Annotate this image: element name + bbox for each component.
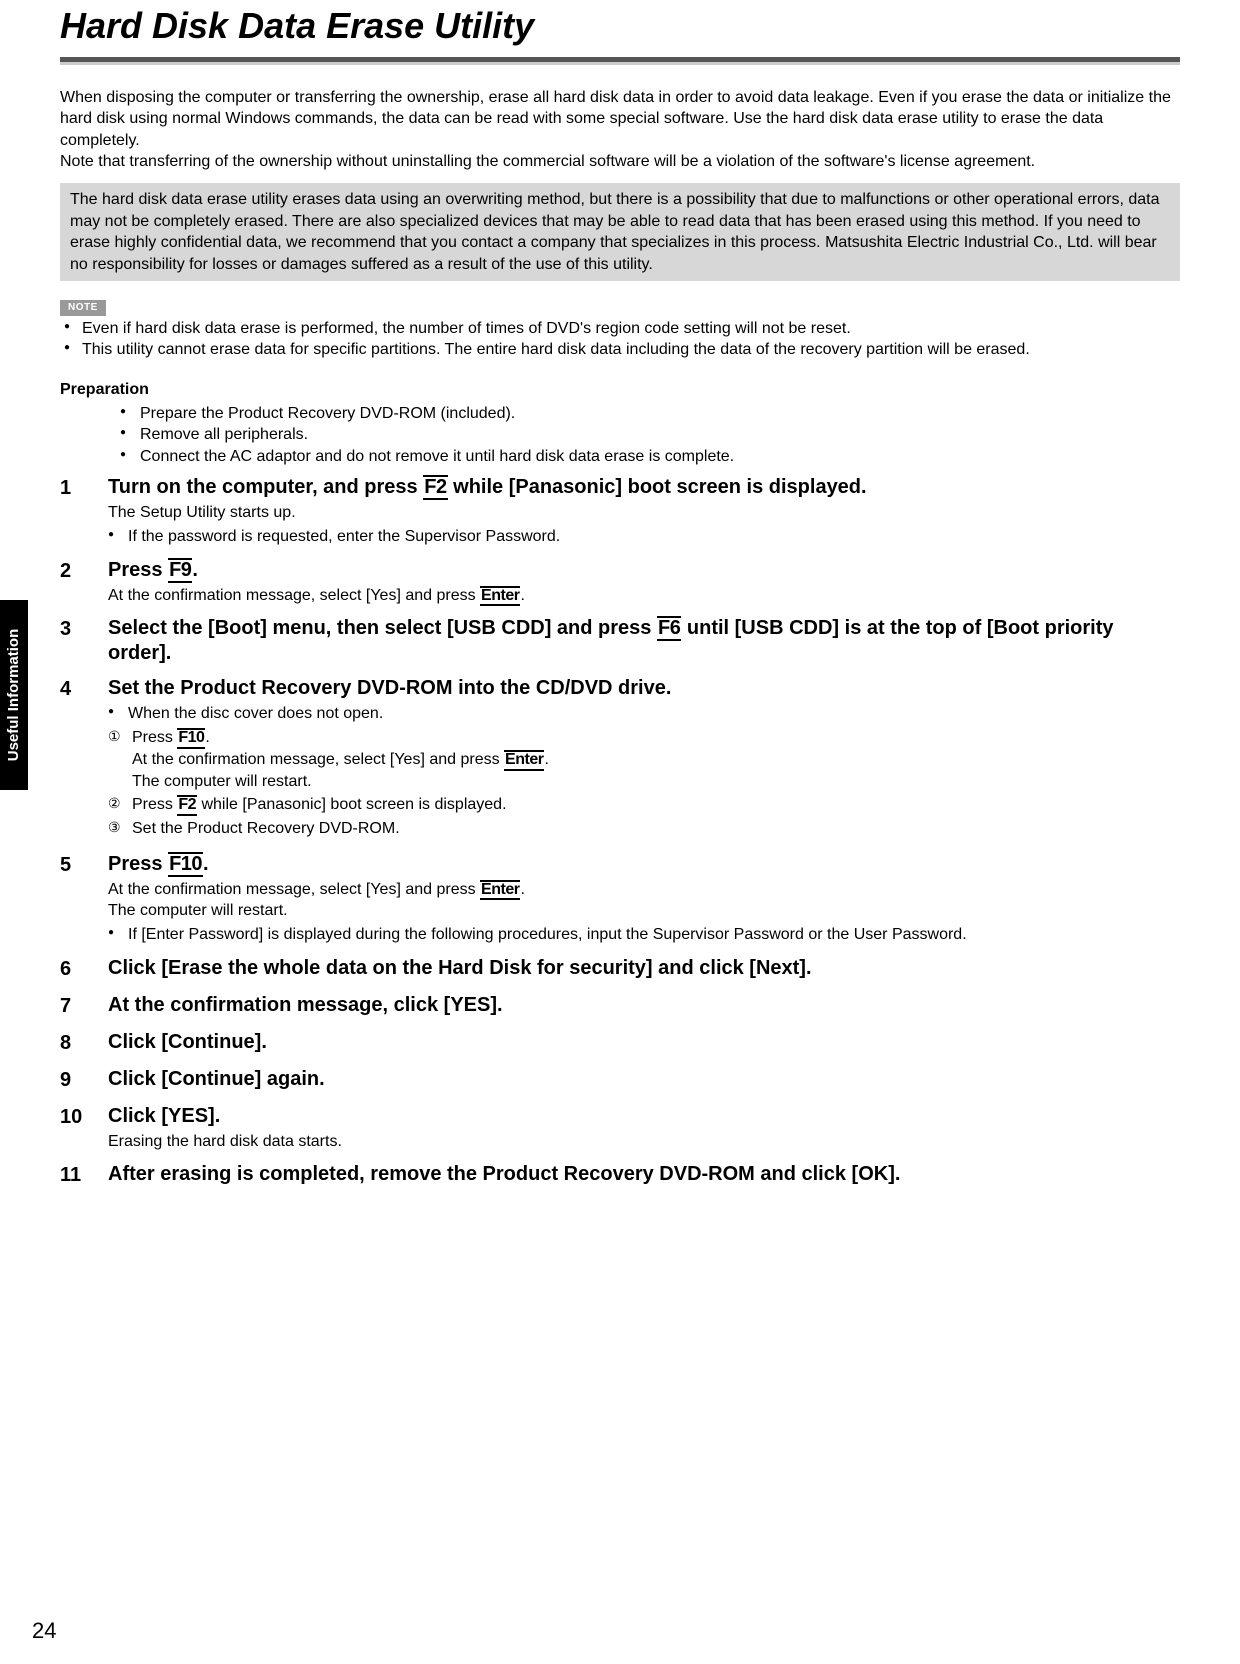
title-rule-light	[60, 62, 1180, 65]
step-subtext: Erasing the hard disk data starts.	[108, 1131, 1180, 1153]
intro-p2: Note that transferring of the ownership …	[60, 151, 1180, 173]
step-body: Press F10. At the confirmation message, …	[108, 852, 1180, 946]
key-enter: Enter	[480, 880, 520, 901]
step-bullet: When the disc cover does not open.	[108, 703, 1180, 725]
step-heading: Click [YES].	[108, 1104, 1180, 1129]
step-number: 6	[60, 956, 108, 983]
note-badge: NOTE	[60, 300, 106, 316]
step-body: After erasing is completed, remove the P…	[108, 1162, 1180, 1189]
step-number: 9	[60, 1067, 108, 1094]
step-heading: After erasing is completed, remove the P…	[108, 1162, 1180, 1187]
prep-item: Prepare the Product Recovery DVD-ROM (in…	[120, 403, 1180, 425]
step-body: Click [Continue].	[108, 1030, 1180, 1057]
step-bullets: When the disc cover does not open.	[108, 703, 1180, 725]
note-item: Even if hard disk data erase is performe…	[60, 318, 1180, 340]
step-subtext: At the confirmation message, select [Yes…	[108, 585, 1180, 607]
step-heading: Press F9.	[108, 558, 1180, 583]
circled-3-icon: ③	[108, 818, 121, 837]
step-5: 5 Press F10. At the confirmation message…	[60, 852, 1180, 946]
circled-item: ① Press F10. At the confirmation message…	[108, 727, 1180, 792]
circled-item: ③ Set the Product Recovery DVD-ROM.	[108, 818, 1180, 840]
key-f9: F9	[168, 558, 192, 583]
step-heading: Click [Continue].	[108, 1030, 1180, 1055]
step-body: Click [Continue] again.	[108, 1067, 1180, 1094]
step-11: 11 After erasing is completed, remove th…	[60, 1162, 1180, 1189]
circled-item: ② Press F2 while [Panasonic] boot screen…	[108, 794, 1180, 816]
intro-p1: When disposing the computer or transferr…	[60, 87, 1180, 152]
step-heading: Select the [Boot] menu, then select [USB…	[108, 616, 1180, 666]
side-tab-label: Useful Information	[4, 629, 24, 762]
step-7: 7 At the confirmation message, click [YE…	[60, 993, 1180, 1020]
key-enter: Enter	[480, 586, 520, 607]
key-enter: Enter	[504, 750, 544, 771]
step-heading: Press F10.	[108, 852, 1180, 877]
step-bullets: If [Enter Password] is displayed during …	[108, 924, 1180, 946]
key-f2: F2	[423, 475, 447, 500]
step-number: 2	[60, 558, 108, 607]
step-subtext: At the confirmation message, select [Yes…	[108, 879, 1180, 922]
step-6: 6 Click [Erase the whole data on the Har…	[60, 956, 1180, 983]
circled-list: ① Press F10. At the confirmation message…	[108, 727, 1180, 840]
step-heading: At the confirmation message, click [YES]…	[108, 993, 1180, 1018]
circled-1-icon: ①	[108, 727, 121, 746]
note-list: Even if hard disk data erase is performe…	[60, 318, 1180, 361]
step-1: 1 Turn on the computer, and press F2 whi…	[60, 475, 1180, 547]
step-body: Set the Product Recovery DVD-ROM into th…	[108, 676, 1180, 841]
step-number: 1	[60, 475, 108, 547]
step-8: 8 Click [Continue].	[60, 1030, 1180, 1057]
step-2: 2 Press F9. At the confirmation message,…	[60, 558, 1180, 607]
key-f6: F6	[657, 616, 681, 641]
prep-item: Connect the AC adaptor and do not remove…	[120, 446, 1180, 468]
step-heading: Set the Product Recovery DVD-ROM into th…	[108, 676, 1180, 701]
preparation-list: Prepare the Product Recovery DVD-ROM (in…	[120, 403, 1180, 468]
disclaimer-box: The hard disk data erase utility erases …	[60, 183, 1180, 281]
step-body: Click [YES]. Erasing the hard disk data …	[108, 1104, 1180, 1153]
side-tab: Useful Information	[0, 600, 28, 790]
step-3: 3 Select the [Boot] menu, then select [U…	[60, 616, 1180, 666]
step-number: 11	[60, 1162, 108, 1189]
step-10: 10 Click [YES]. Erasing the hard disk da…	[60, 1104, 1180, 1153]
step-bullets: If the password is requested, enter the …	[108, 526, 1180, 548]
step-heading: Click [Continue] again.	[108, 1067, 1180, 1092]
content-area: When disposing the computer or transferr…	[60, 87, 1180, 1190]
step-heading: Turn on the computer, and press F2 while…	[108, 475, 1180, 500]
step-body: Press F9. At the confirmation message, s…	[108, 558, 1180, 607]
step-subtext: The Setup Utility starts up.	[108, 502, 1180, 524]
step-body: Select the [Boot] menu, then select [USB…	[108, 616, 1180, 666]
step-body: Turn on the computer, and press F2 while…	[108, 475, 1180, 547]
step-9: 9 Click [Continue] again.	[60, 1067, 1180, 1094]
step-4: 4 Set the Product Recovery DVD-ROM into …	[60, 676, 1180, 841]
key-f10: F10	[177, 728, 205, 749]
step-body: Click [Erase the whole data on the Hard …	[108, 956, 1180, 983]
preparation-heading: Preparation	[60, 379, 1180, 401]
step-number: 8	[60, 1030, 108, 1057]
document-page: Useful Information Hard Disk Data Erase …	[0, 0, 1240, 1664]
step-number: 4	[60, 676, 108, 841]
steps: 1 Turn on the computer, and press F2 whi…	[60, 475, 1180, 1189]
note-item: This utility cannot erase data for speci…	[60, 339, 1180, 361]
step-bullet: If [Enter Password] is displayed during …	[108, 924, 1180, 946]
step-number: 3	[60, 616, 108, 666]
intro-text: When disposing the computer or transferr…	[60, 87, 1180, 173]
step-body: At the confirmation message, click [YES]…	[108, 993, 1180, 1020]
step-heading: Click [Erase the whole data on the Hard …	[108, 956, 1180, 981]
circled-2-icon: ②	[108, 794, 121, 813]
page-number: 24	[32, 1616, 56, 1646]
prep-item: Remove all peripherals.	[120, 424, 1180, 446]
key-f10: F10	[168, 852, 203, 877]
step-bullet: If the password is requested, enter the …	[108, 526, 1180, 548]
step-number: 10	[60, 1104, 108, 1153]
step-number: 5	[60, 852, 108, 946]
page-title: Hard Disk Data Erase Utility	[60, 0, 1180, 51]
key-f2: F2	[177, 795, 197, 816]
step-number: 7	[60, 993, 108, 1020]
